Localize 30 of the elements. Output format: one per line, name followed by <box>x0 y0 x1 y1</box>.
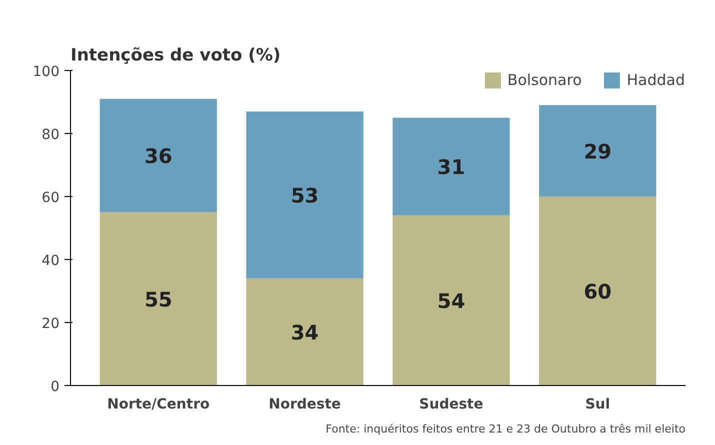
y-tick-label: 60 <box>42 190 60 206</box>
bar <box>100 98 217 212</box>
data-label: 36 <box>144 144 172 168</box>
legend-label: Haddad <box>626 71 685 89</box>
bar <box>392 118 510 216</box>
bar <box>539 196 656 386</box>
legend-label: Bolsonaro <box>507 71 582 89</box>
x-tick-label: Nordeste <box>268 396 341 412</box>
x-tick-label: Sul <box>585 396 610 412</box>
bar <box>246 278 364 386</box>
x-tick-label: Norte/Centro <box>107 396 210 412</box>
data-label: 53 <box>290 183 319 208</box>
data-label: 55 <box>144 287 172 312</box>
data-label: 31 <box>437 155 466 180</box>
source-note: Fonte: inquéritos feitos entre 21 e 23 de Outubro a três mil eleito <box>326 422 686 436</box>
x-tick-label: Sudeste <box>419 396 484 412</box>
bar <box>246 111 364 278</box>
chart-title: Intenções de voto (%) <box>70 46 281 66</box>
y-tick-label: 0 <box>50 379 60 395</box>
y-tick-label: 80 <box>42 127 60 143</box>
data-label: 29 <box>584 139 612 164</box>
bar <box>392 215 510 386</box>
data-label: 34 <box>290 320 319 344</box>
data-label: 54 <box>437 288 466 313</box>
y-tick-label: 100 <box>32 64 60 80</box>
bar <box>539 105 656 196</box>
data-label: 60 <box>584 280 612 304</box>
y-tick-label: 40 <box>42 253 60 269</box>
bar <box>100 212 217 386</box>
y-tick-label: 20 <box>42 316 60 332</box>
